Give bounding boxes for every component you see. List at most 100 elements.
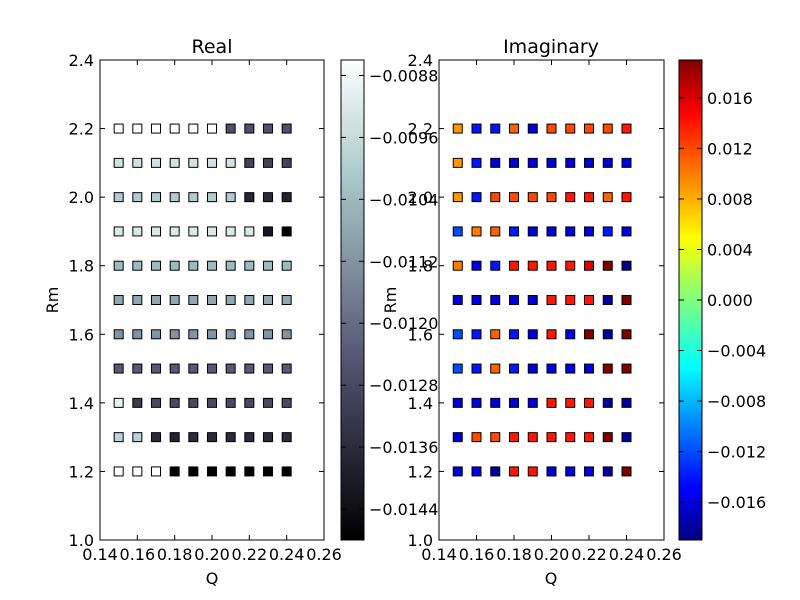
chart-imaginary-x-tick-label: 0.26 xyxy=(646,545,682,564)
chart-real-marker xyxy=(207,466,217,477)
chart-real-marker xyxy=(225,157,236,168)
chart-imaginary-y-tick-label: 1.0 xyxy=(408,531,433,550)
chart-real-marker xyxy=(132,157,143,168)
colorbar-imaginary-tick-label: −0.012 xyxy=(707,443,766,462)
chart-real-y-tick-label: 1.8 xyxy=(69,257,94,276)
chart-imaginary-markers xyxy=(452,123,632,477)
chart-imaginary-marker xyxy=(584,260,594,271)
chart-real-marker xyxy=(113,226,124,237)
chart-real-x-tick-label: 0.24 xyxy=(269,545,305,564)
chart-real-marker xyxy=(188,192,199,203)
chart-imaginary-marker xyxy=(546,432,557,443)
chart-imaginary-y-tick-label: 1.6 xyxy=(408,325,433,344)
chart-real-marker xyxy=(263,295,273,305)
chart-real-marker xyxy=(263,397,273,408)
colorbar-real-tick-label: −0.0136 xyxy=(369,438,438,457)
chart-real-marker xyxy=(225,466,236,477)
chart-imaginary-marker xyxy=(621,466,632,477)
chart-real-marker xyxy=(188,329,199,340)
chart-real-marker xyxy=(281,226,292,237)
chart-imaginary-marker xyxy=(602,397,613,408)
chart-imaginary-marker xyxy=(471,329,482,340)
chart-imaginary-marker xyxy=(509,226,519,237)
chart-real-x-tick-label: 0.18 xyxy=(157,545,193,564)
chart-real-y-tick-label: 1.0 xyxy=(69,531,94,550)
chart-real-marker xyxy=(132,123,143,134)
chart-real-marker xyxy=(169,295,180,305)
chart-imaginary-marker xyxy=(584,123,594,134)
chart-real-marker xyxy=(281,432,292,443)
chart-imaginary-marker xyxy=(584,329,594,340)
chart-real-marker xyxy=(188,432,199,443)
chart-imaginary-marker xyxy=(621,363,632,374)
chart-real-marker xyxy=(244,329,255,340)
colorbar-imaginary-tick-label: −0.008 xyxy=(707,392,766,411)
chart-imaginary-marker xyxy=(471,123,482,134)
chart-imaginary-marker xyxy=(565,157,576,168)
chart-real-marker xyxy=(132,192,143,203)
chart-imaginary-marker xyxy=(565,260,576,271)
chart-imaginary-marker xyxy=(452,192,463,203)
chart-real-marker xyxy=(169,432,180,443)
chart-imaginary-marker xyxy=(565,192,576,203)
chart-real-marker xyxy=(244,260,255,271)
chart-real-y-ticks: 1.0 1.2 1.4 1.6 1.8 2.0 2.2 2.4 xyxy=(69,51,324,550)
chart-real-marker xyxy=(169,226,180,237)
chart-imaginary-marker xyxy=(509,260,519,271)
chart-imaginary-marker xyxy=(471,432,482,443)
chart-real-marker xyxy=(113,363,124,374)
chart-imaginary-marker xyxy=(471,466,482,477)
chart-real-marker xyxy=(281,260,292,271)
chart-real-marker xyxy=(113,432,124,443)
chart-imaginary-marker xyxy=(527,226,538,237)
chart-imaginary-marker xyxy=(509,123,519,134)
chart-real-marker xyxy=(244,363,255,374)
chart-imaginary-marker xyxy=(509,192,519,203)
colorbar-real-tick-label: −0.0104 xyxy=(369,190,438,209)
chart-real-marker xyxy=(169,466,180,477)
chart-imaginary-marker xyxy=(471,260,482,271)
chart-imaginary-y-tick-label: 1.8 xyxy=(408,257,433,276)
chart-imaginary-marker xyxy=(621,432,632,443)
chart-real-marker xyxy=(263,192,273,203)
chart-real-marker xyxy=(151,226,161,237)
chart-imaginary-marker xyxy=(584,295,594,305)
chart-imaginary-y-tick-label: 2.0 xyxy=(408,188,433,207)
chart-real-marker xyxy=(244,123,255,134)
chart-real-y-tick-label: 1.2 xyxy=(69,462,94,481)
chart-imaginary-marker xyxy=(546,295,557,305)
chart-real-marker xyxy=(188,123,199,134)
chart-real-marker xyxy=(113,295,124,305)
chart-imaginary-marker xyxy=(565,226,576,237)
chart-real-marker xyxy=(113,329,124,340)
chart-imaginary-marker xyxy=(584,363,594,374)
chart-imaginary-marker xyxy=(602,295,613,305)
chart-imaginary-marker xyxy=(452,397,463,408)
chart-real-marker xyxy=(263,157,273,168)
chart-imaginary-marker xyxy=(602,329,613,340)
chart-real-markers xyxy=(113,123,292,477)
chart-real-marker xyxy=(207,329,217,340)
chart-imaginary-marker xyxy=(452,466,463,477)
chart-imaginary-marker xyxy=(565,466,576,477)
chart-imaginary-marker xyxy=(546,226,557,237)
chart-imaginary-title: Imaginary xyxy=(503,36,599,58)
chart-imaginary-marker xyxy=(546,123,557,134)
chart-real-marker xyxy=(281,363,292,374)
chart-real-marker xyxy=(207,432,217,443)
chart-imaginary-marker xyxy=(527,466,538,477)
chart-imaginary-x-axis-label: Q xyxy=(545,569,558,588)
colorbar-imaginary: −0.016 −0.012 −0.008 −0.004 0.000 0.004 0.008 0… xyxy=(678,59,766,541)
chart-imaginary-marker xyxy=(452,157,463,168)
chart-imaginary-x-tick-label: 0.20 xyxy=(534,545,570,564)
chart-imaginary-marker xyxy=(584,226,594,237)
colorbar-imaginary-tick-label: 0.004 xyxy=(707,240,753,259)
chart-real-marker xyxy=(151,295,161,305)
colorbar-imaginary-tick-label: 0.016 xyxy=(707,89,753,108)
chart-real-marker xyxy=(188,157,199,168)
chart-real-x-axis-label: Q xyxy=(206,569,219,588)
chart-real-marker xyxy=(113,397,124,408)
chart-real-marker xyxy=(281,123,292,134)
colorbar-imaginary-ticks: −0.016 −0.012 −0.008 −0.004 0.000 0.004 0.008 0… xyxy=(679,89,766,512)
chart-real-marker xyxy=(207,192,217,203)
